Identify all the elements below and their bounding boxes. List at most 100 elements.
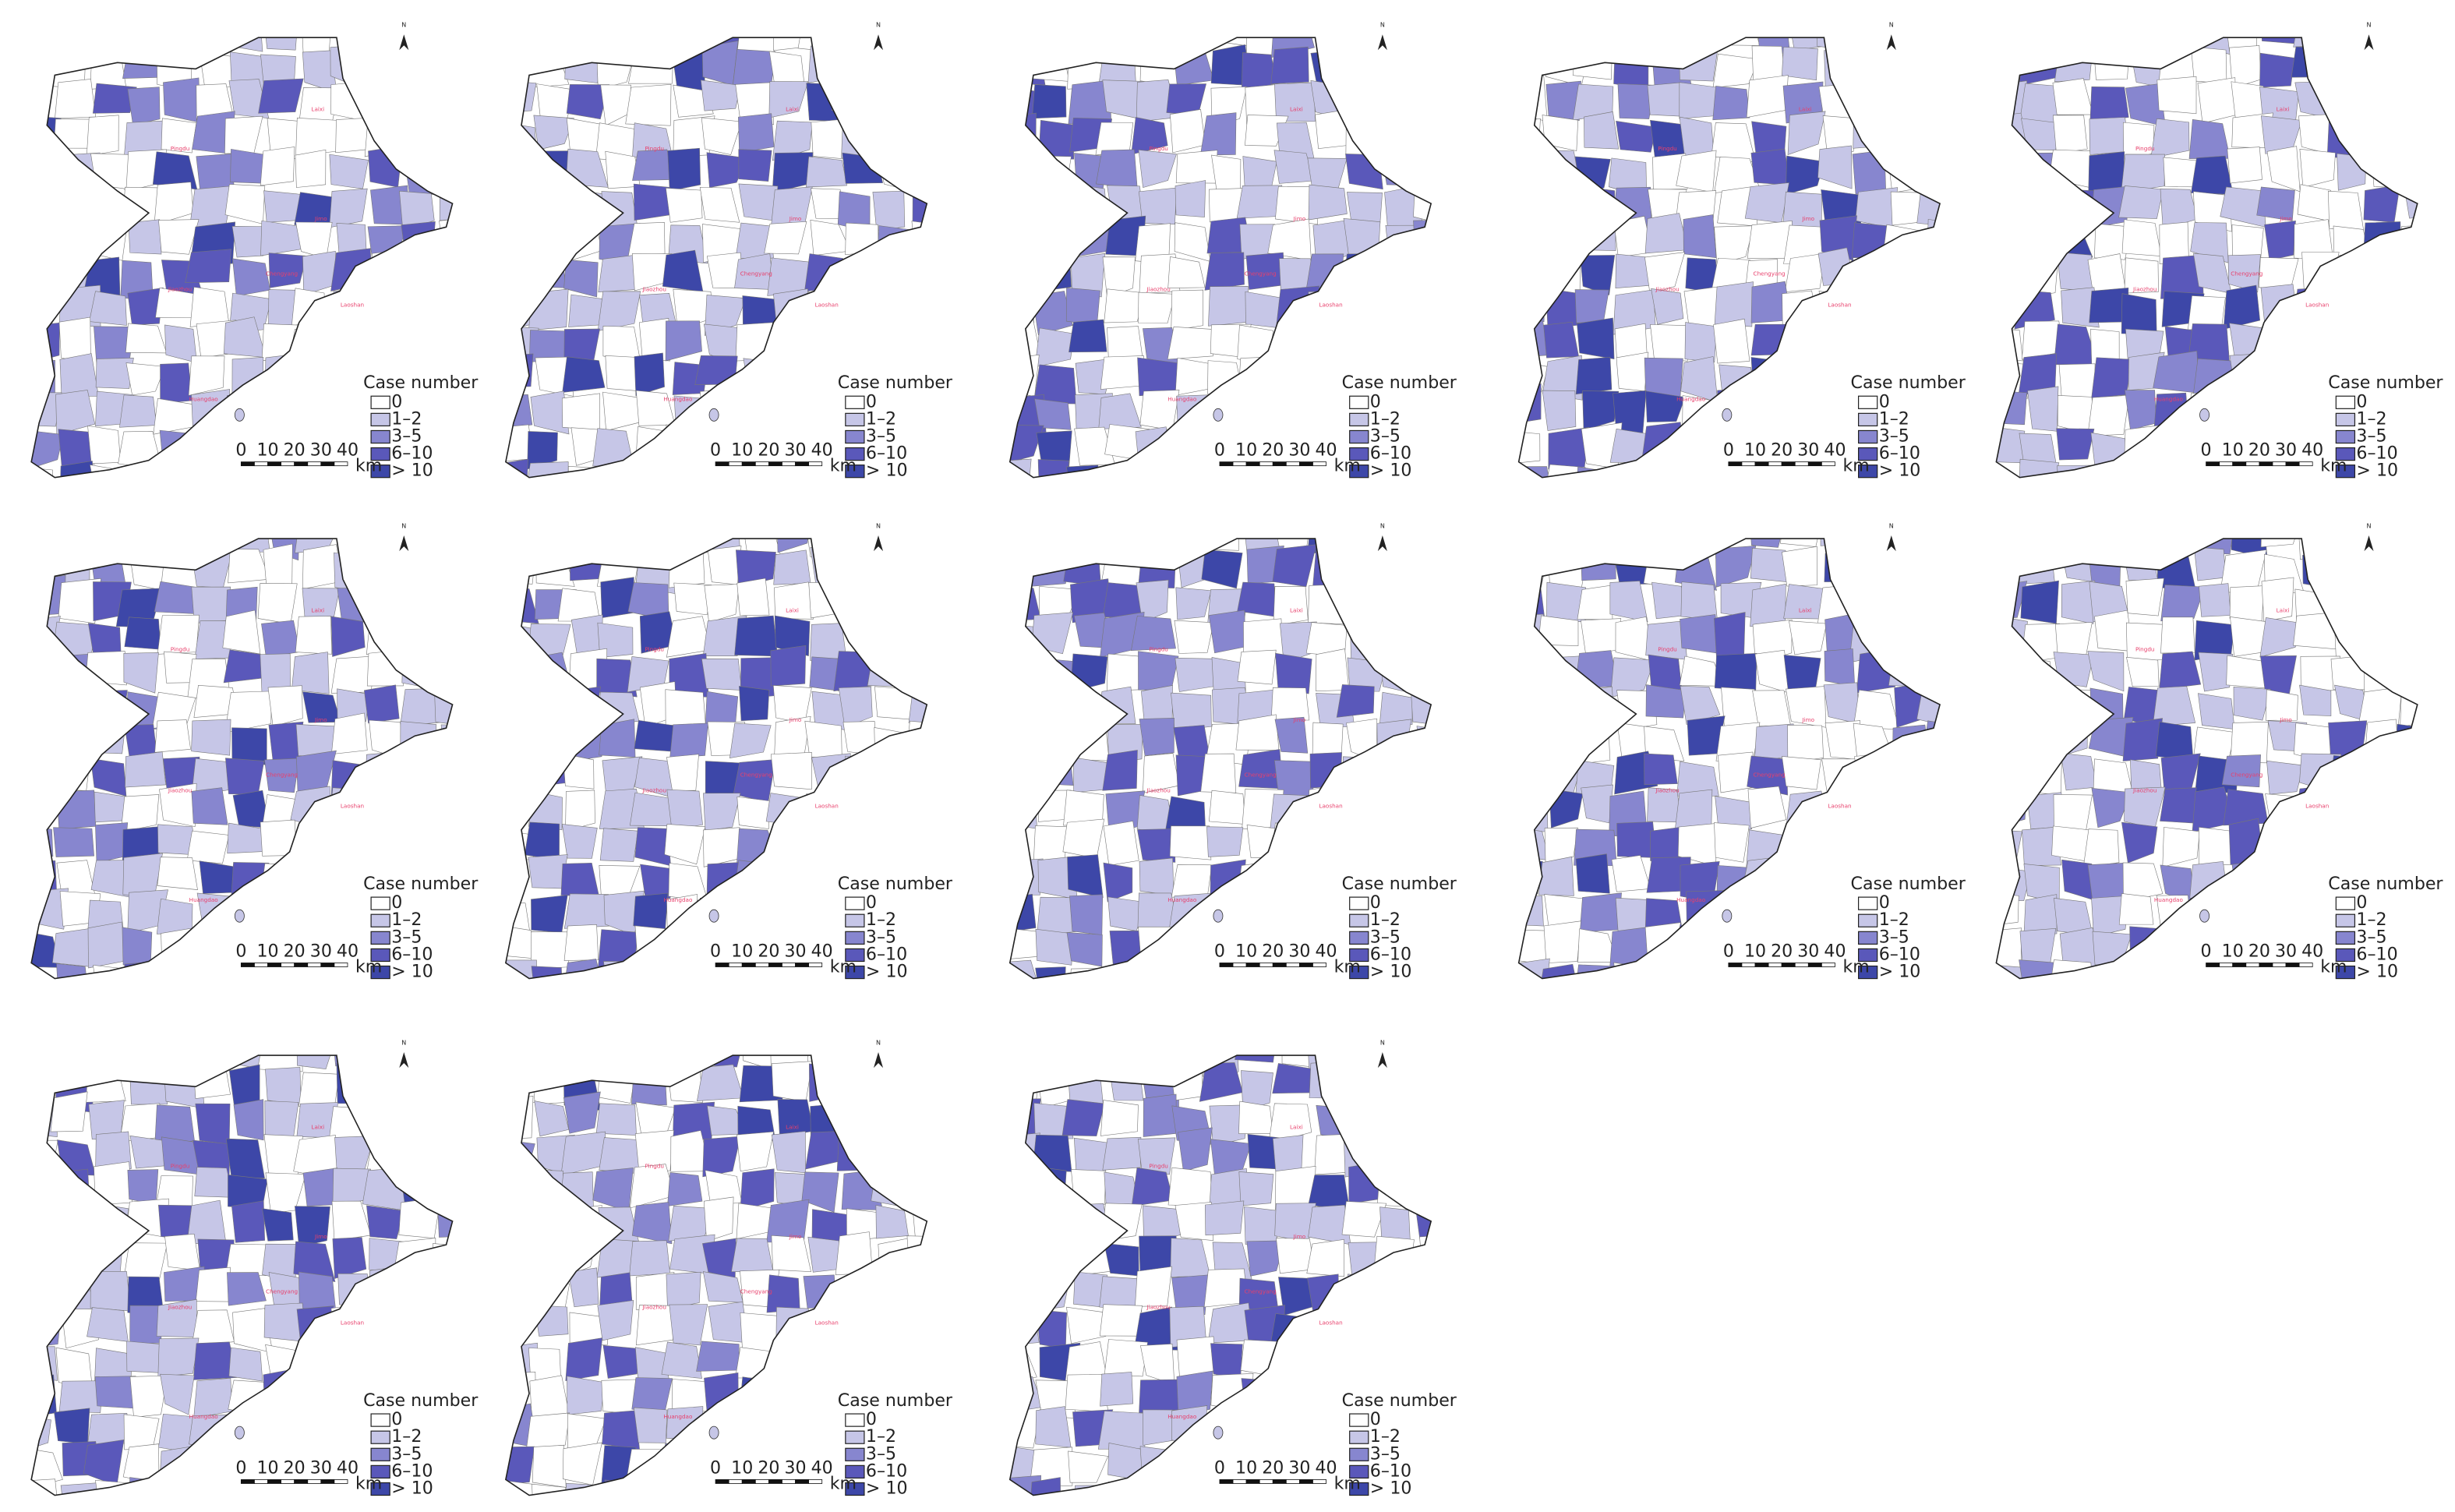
legend-label: > 10 xyxy=(866,461,908,481)
north-arrow xyxy=(1377,34,1387,51)
region xyxy=(1034,327,1075,368)
legend-swatch xyxy=(1857,395,1878,409)
scale-segment xyxy=(267,461,282,467)
region xyxy=(1107,326,1143,359)
region xyxy=(2125,578,2164,616)
region xyxy=(1417,554,1432,591)
region xyxy=(2330,825,2369,860)
region xyxy=(2059,539,2098,550)
north-label: N xyxy=(876,523,881,530)
region xyxy=(1279,328,1319,369)
region xyxy=(603,539,642,552)
region xyxy=(1518,752,1553,793)
region xyxy=(1543,321,1580,359)
scale-segment xyxy=(1821,461,1835,467)
region xyxy=(1030,688,1071,728)
place-label: Huangdao xyxy=(1676,395,1706,402)
region xyxy=(364,684,400,724)
region xyxy=(702,827,740,867)
region xyxy=(1107,539,1143,555)
scale-segment xyxy=(334,963,348,967)
legend-swatch xyxy=(1349,395,1369,409)
region xyxy=(302,358,344,398)
region xyxy=(1542,355,1583,401)
region xyxy=(804,539,843,557)
region xyxy=(2129,926,2166,961)
island xyxy=(2199,408,2210,422)
region xyxy=(528,1233,569,1273)
region xyxy=(58,578,101,624)
place-label: Pingdu xyxy=(2135,646,2155,653)
region xyxy=(1276,1483,1319,1496)
region xyxy=(31,1478,59,1496)
region xyxy=(368,824,408,861)
legend-swatch xyxy=(370,965,390,980)
place-label: Laoshan xyxy=(1319,1319,1342,1327)
legend-label: 0 xyxy=(2356,391,2367,412)
region xyxy=(1245,115,1289,147)
region xyxy=(397,617,441,652)
region xyxy=(189,1414,229,1452)
legend-label: 6–10 xyxy=(866,944,907,964)
region xyxy=(199,860,234,894)
region xyxy=(263,888,298,930)
region xyxy=(1614,539,1647,552)
region xyxy=(1919,829,1941,867)
region xyxy=(561,189,607,229)
region xyxy=(2365,821,2405,865)
region xyxy=(877,225,919,265)
region xyxy=(1996,214,2029,262)
region xyxy=(1238,1171,1274,1206)
scale-segment xyxy=(808,963,823,967)
region xyxy=(1067,968,1112,979)
region xyxy=(1069,37,1106,55)
region xyxy=(1579,892,1622,933)
region xyxy=(634,925,673,965)
region xyxy=(1415,821,1432,859)
place-label: Huangdao xyxy=(189,1413,219,1420)
legend-label: 0 xyxy=(1879,391,1890,412)
region xyxy=(1385,761,1425,798)
region xyxy=(1518,796,1549,835)
scale-label: 30 xyxy=(1288,941,1310,961)
region xyxy=(2404,183,2418,219)
region xyxy=(436,891,453,928)
place-label: Huangdao xyxy=(189,896,219,903)
region xyxy=(430,758,453,801)
region xyxy=(765,1478,803,1496)
region xyxy=(2026,37,2062,54)
place-label: Laixi xyxy=(1799,106,1812,113)
region xyxy=(2299,684,2332,716)
region xyxy=(158,219,200,255)
region xyxy=(2118,456,2157,478)
region xyxy=(154,719,191,753)
legend-label: 3–5 xyxy=(866,1443,896,1464)
region xyxy=(663,37,704,55)
region xyxy=(1518,253,1556,290)
region xyxy=(1782,361,1822,397)
region xyxy=(1272,544,1317,588)
region xyxy=(703,793,741,832)
region xyxy=(1310,1338,1348,1375)
scale-label: 10 xyxy=(731,941,753,961)
region xyxy=(1100,355,1144,390)
region xyxy=(1855,288,1894,328)
region xyxy=(505,1479,536,1496)
place-label: Jimo xyxy=(1802,716,1815,723)
island xyxy=(1213,1425,1224,1440)
region xyxy=(336,1059,374,1104)
region xyxy=(368,1266,405,1309)
region xyxy=(666,754,699,791)
region xyxy=(2264,221,2296,261)
region xyxy=(740,1168,775,1211)
region xyxy=(625,1449,669,1487)
region xyxy=(55,214,101,256)
legend-swatch xyxy=(845,931,865,945)
legend-label: 0 xyxy=(391,1409,402,1429)
scale-label: 10 xyxy=(1235,1457,1257,1478)
region xyxy=(1308,291,1348,329)
scale-label: 20 xyxy=(2248,440,2270,461)
region xyxy=(878,287,913,327)
region xyxy=(505,789,531,823)
legend-swatch xyxy=(1349,465,1369,479)
